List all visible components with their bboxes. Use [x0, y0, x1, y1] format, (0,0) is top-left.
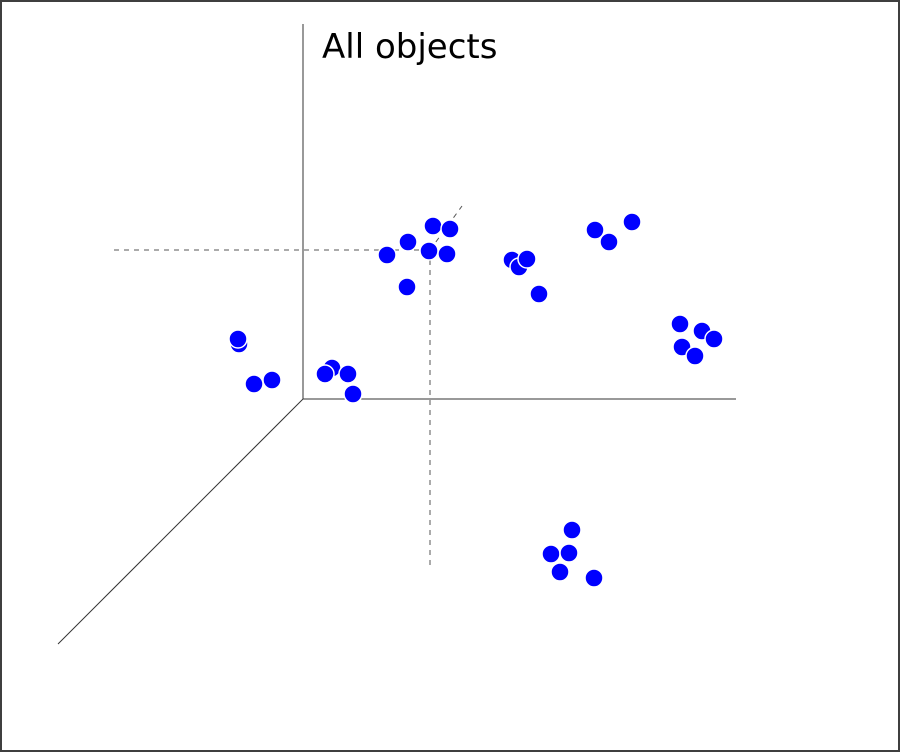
data-point	[704, 329, 724, 349]
data-point	[419, 241, 439, 261]
page-title: All objects	[322, 27, 498, 67]
data-point	[244, 374, 264, 394]
data-point	[437, 244, 457, 264]
data-point	[685, 346, 705, 366]
data-point	[517, 249, 537, 269]
data-point	[262, 370, 282, 390]
data-point	[562, 520, 582, 540]
data-point	[315, 364, 335, 384]
data-point	[377, 245, 397, 265]
data-point	[529, 284, 549, 304]
axis-depth	[57, 398, 304, 645]
data-point	[550, 562, 570, 582]
data-point	[397, 277, 417, 297]
data-point	[228, 329, 248, 349]
data-point	[670, 314, 690, 334]
data-point	[338, 364, 358, 384]
data-point	[440, 219, 460, 239]
data-point	[559, 543, 579, 563]
data-point	[585, 220, 605, 240]
guide-lines	[114, 205, 463, 568]
data-point	[343, 384, 363, 404]
data-point	[622, 212, 642, 232]
data-point	[599, 232, 619, 252]
data-point	[541, 544, 561, 564]
data-point	[423, 216, 443, 236]
data-point	[398, 232, 418, 252]
axes	[57, 24, 736, 645]
data-point	[584, 568, 604, 588]
data-points	[228, 212, 724, 588]
